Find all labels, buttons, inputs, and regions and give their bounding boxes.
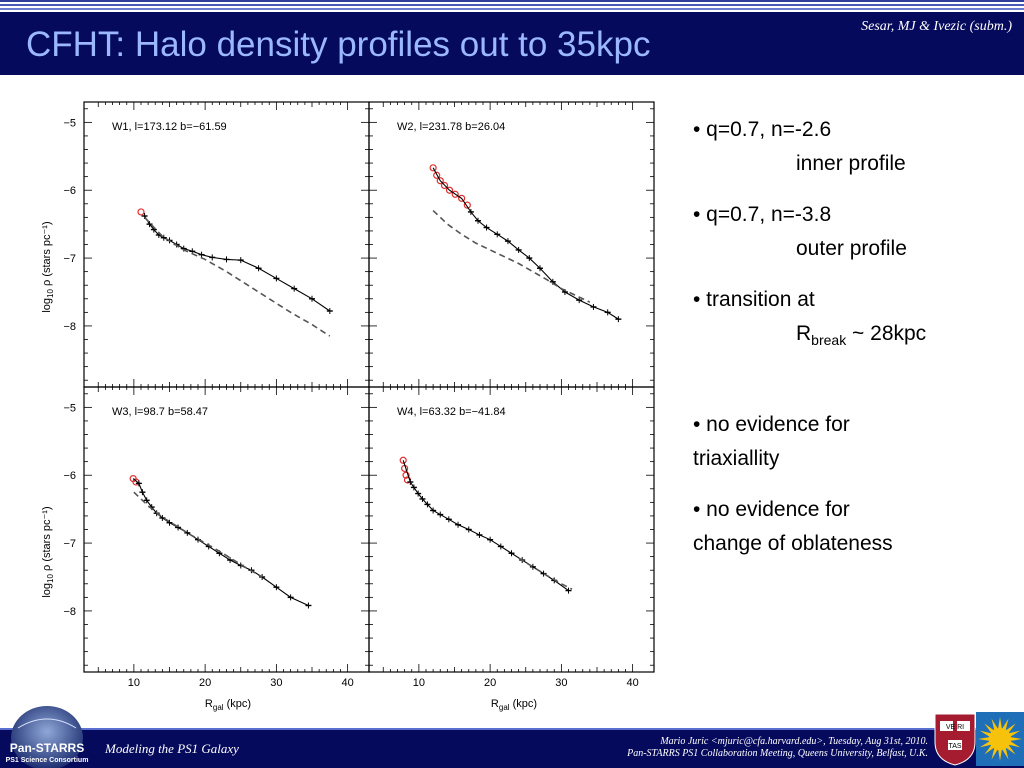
footer-credits-line-2: Pan-STARRS PS1 Collaboration Meeting, Qu…	[627, 748, 928, 759]
sun-ray	[998, 717, 1002, 730]
bullet-3: • transition at	[693, 288, 815, 311]
model-line-dashed	[432, 209, 591, 303]
model-line-dashed	[133, 491, 263, 578]
y-tick-label: −5	[63, 402, 76, 414]
sun-ray	[1005, 744, 1016, 755]
bullet-5-detail: change of oblateness	[693, 532, 893, 556]
slide-footer	[0, 730, 1024, 768]
red-circle-point	[445, 186, 454, 194]
panel-frame	[83, 386, 370, 673]
sun-ray	[991, 747, 999, 760]
red-circle-point	[433, 171, 441, 179]
panel-2: W2, l=231.78 b=26.04	[368, 101, 655, 388]
sun-ray	[984, 744, 995, 755]
y-tick-label: −6	[63, 470, 76, 482]
pan-starrs-logo: Pan-STARRS PS1 Science Consortium	[6, 706, 89, 768]
x-tick-label: 30	[555, 677, 567, 689]
sun-ray	[1005, 723, 1016, 734]
bullet-1-detail: inner profile	[796, 152, 906, 175]
y-tick-label: −7	[63, 538, 76, 550]
panel-label: W3, l=98.7 b=58.47	[112, 406, 208, 418]
x-tick-label: 20	[199, 677, 211, 689]
svg-text:VE RI: VE RI	[946, 724, 964, 731]
footer-credits: Mario Juric <mjuric@cfa.harvard.edu>, Tu…	[627, 736, 928, 760]
bullet-3-detail: Rbreak ~ 28kpc	[796, 322, 927, 349]
x-axis-label-left: Rgal (kpc)	[205, 698, 251, 712]
panel-frame	[83, 101, 370, 388]
data-line	[432, 167, 619, 320]
red-circle-point	[402, 471, 410, 479]
x-tick-label: 20	[484, 677, 496, 689]
sun-ray	[991, 718, 999, 731]
data-line	[132, 478, 309, 607]
bullet-4-detail: triaxiallity	[693, 447, 780, 471]
bullet-1: • q=0.7, n=-2.6	[693, 118, 832, 141]
bullet-2: • q=0.7, n=-3.8	[693, 203, 832, 226]
sun-ray	[984, 723, 995, 734]
y-axis-label-top: log10 ρ (stars pc⁻¹)	[41, 221, 55, 312]
red-circle-point	[440, 181, 449, 190]
footer-credits-line-1: Mario Juric <mjuric@cfa.harvard.edu>, Tu…	[660, 736, 928, 747]
header-stripes	[0, 0, 1024, 16]
red-circle-point	[451, 190, 459, 198]
density-profile-figure: −5 −6 −7 −8 W1, l=173.12 b=−61.59 W2, l=231.7…	[41, 101, 655, 712]
panel-label: W4, l=63.32 b=−41.84	[397, 406, 506, 418]
x-tick-label: 10	[413, 677, 425, 689]
x-tick-label: 40	[627, 677, 639, 689]
panel-4: 10 20 30 40 W4, l=63.32 b=−41.84	[368, 386, 655, 689]
y-tick-label: −8	[63, 321, 76, 333]
model-line-dashed	[143, 216, 331, 337]
bullet-4: • no evidence for	[693, 413, 850, 437]
red-circle-point	[137, 208, 145, 216]
citation: Sesar, MJ & Ivezic (subm.)	[861, 19, 1012, 34]
bullet-2-detail: outer profile	[796, 237, 907, 260]
harvard-shield-logo: VE RI TAS	[934, 713, 976, 766]
red-circle-point	[399, 456, 407, 464]
x-tick-label: 30	[270, 677, 282, 689]
y-tick-label: −8	[63, 606, 76, 618]
slide-title: CFHT: Halo density profiles out to 35kpc	[26, 25, 651, 64]
sun-ray	[979, 740, 992, 748]
x-axis-label-right: Rgal (kpc)	[491, 698, 537, 712]
sun-ray	[1008, 730, 1021, 738]
y-tick-label: −5	[63, 117, 76, 129]
slide-header: CFHT: Halo density profiles out to 35kpc…	[0, 0, 1024, 75]
panel-3: −5 −6 −7 −8 10 20 30 40 W3, l=98.7 b=58.47	[63, 386, 370, 689]
y-tick-label: −7	[63, 253, 76, 265]
footer-divider	[0, 728, 1024, 730]
red-circle-point	[429, 164, 437, 172]
model-line-dashed	[518, 557, 573, 590]
sun-ray	[1001, 718, 1009, 731]
y-axis-label-bottom: log10 ρ (stars pc⁻¹)	[41, 506, 55, 597]
sun-ray	[978, 737, 991, 741]
sun-ray	[1008, 740, 1021, 748]
panel-1: −5 −6 −7 −8 W1, l=173.12 b=−61.59	[63, 101, 370, 388]
x-tick-label: 40	[342, 677, 354, 689]
data-line	[144, 215, 331, 312]
svg-text:PS1 Science Consortium: PS1 Science Consortium	[6, 757, 89, 764]
svg-text:Pan-STARRS: Pan-STARRS	[10, 741, 84, 755]
panel-frame	[368, 386, 655, 673]
panel-label: W1, l=173.12 b=−61.59	[112, 121, 227, 133]
x-tick-label: 10	[128, 677, 140, 689]
red-circle-point	[436, 177, 444, 185]
sun-ray	[979, 730, 992, 738]
sun-ray	[1001, 747, 1009, 760]
sun-logo	[976, 712, 1024, 766]
svg-text:TAS: TAS	[948, 743, 961, 750]
red-circle-point	[458, 194, 466, 202]
sun-ray	[1009, 737, 1022, 741]
footer-title: Modeling the PS1 Galaxy	[105, 741, 239, 756]
y-tick-label: −6	[63, 185, 76, 197]
bullet-5: • no evidence for	[693, 498, 850, 522]
sun-ray	[998, 748, 1002, 761]
bullet-list: • q=0.7, n=-2.6 inner profile • q=0.7, n…	[693, 113, 1013, 561]
panel-label: W2, l=231.78 b=26.04	[397, 121, 505, 133]
red-circle-point	[463, 201, 471, 209]
